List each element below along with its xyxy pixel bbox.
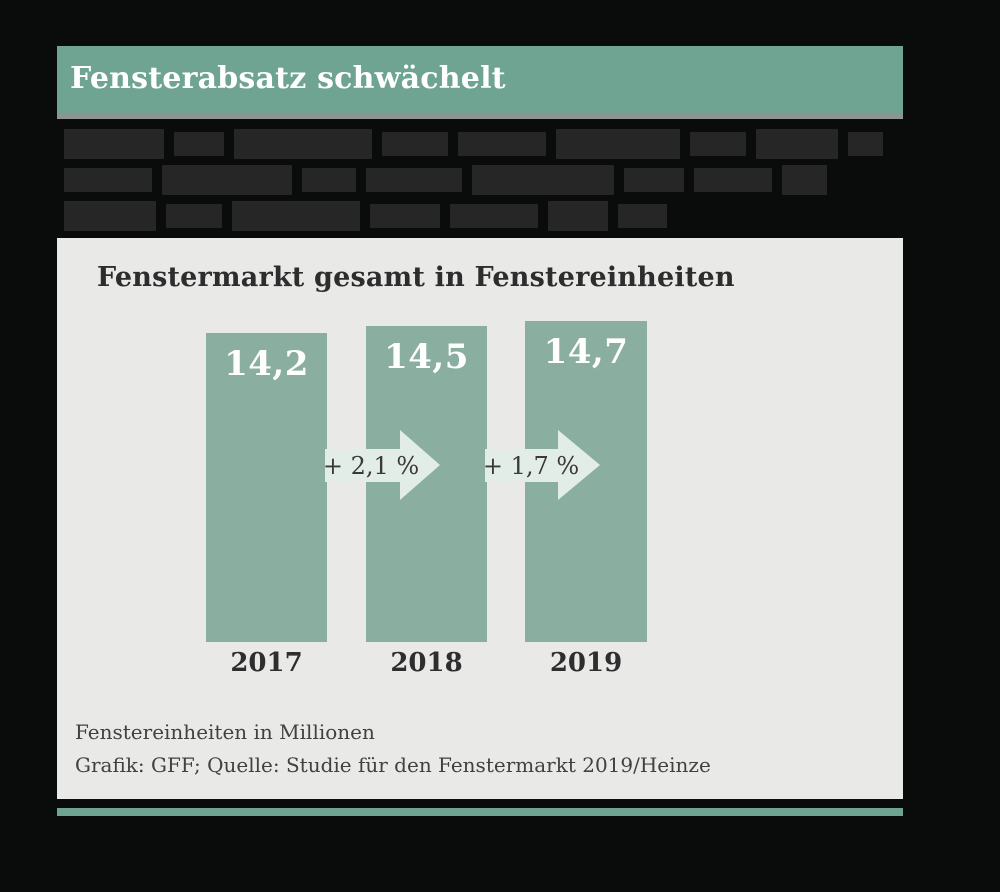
redacted-text-line xyxy=(64,165,904,195)
bar-value-2017: 14,2 xyxy=(224,344,309,384)
x-label-2018: 2018 xyxy=(390,648,463,678)
x-label-2017: 2017 xyxy=(230,648,303,678)
chart-title: Fenstermarkt gesamt in Fenstereinheiten xyxy=(97,262,735,293)
redacted-text-line xyxy=(64,129,904,159)
chart-card: Fenstermarkt gesamt in Fenstereinheiten … xyxy=(57,238,903,799)
x-label-2019: 2019 xyxy=(549,648,623,678)
bar-2018: 14,5 xyxy=(366,326,487,642)
unit-note: Fenstereinheiten in Millionen xyxy=(75,720,375,744)
redacted-intro-paragraph xyxy=(64,129,904,238)
page-title: Fensterabsatz schwächelt xyxy=(70,60,506,96)
bar-value-2018: 14,5 xyxy=(384,337,469,377)
header-banner: Fensterabsatz schwächelt xyxy=(57,46,903,114)
bar-2017: 14,2 xyxy=(206,333,327,642)
footer-accent-bar xyxy=(57,808,903,816)
source-note: Grafik: GFF; Quelle: Studie für den Fens… xyxy=(75,753,711,777)
growth-label-2018: + 2,1 % xyxy=(322,451,420,480)
redacted-text-line xyxy=(64,201,904,231)
header-divider xyxy=(57,114,903,119)
bar-value-2019: 14,7 xyxy=(543,332,629,372)
growth-label-2019: + 1,7 % xyxy=(482,451,580,480)
